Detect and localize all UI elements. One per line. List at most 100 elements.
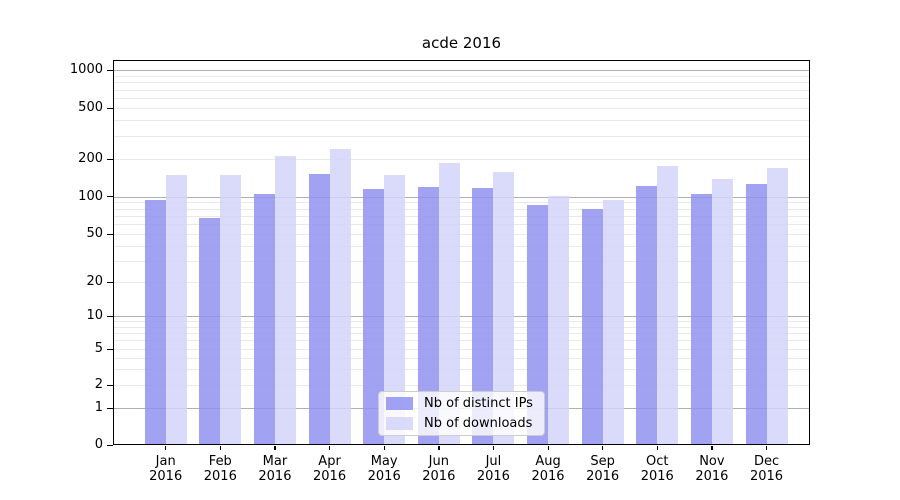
bar-downloads-jun <box>438 162 460 445</box>
bar-downloads-feb <box>220 174 242 445</box>
bar-distinct-ips-feb <box>199 218 221 445</box>
y-tick-mark-10 <box>107 315 113 317</box>
legend-swatch-distinct-ips <box>386 397 413 410</box>
bar-distinct-ips-nov <box>690 193 712 445</box>
bar-distinct-ips-jan <box>144 200 166 445</box>
legend-swatch-downloads <box>386 417 413 430</box>
x-tick-label-dec: Dec 2016 <box>749 454 784 484</box>
x-tick-label-apr: Apr 2016 <box>313 454 347 484</box>
bar-downloads-dec <box>766 168 788 445</box>
gridline-minor-30 <box>113 260 810 262</box>
gridline-minor-2 <box>113 385 810 386</box>
gridline-minor-6 <box>113 340 810 342</box>
bar-downloads-mar <box>274 155 296 445</box>
y-tick-mark-100 <box>107 196 113 198</box>
bar-distinct-ips-oct <box>636 185 658 445</box>
gridline-minor-300 <box>113 136 810 138</box>
x-tick-mark-aug <box>547 446 549 450</box>
x-tick-label-mar: Mar 2016 <box>258 454 292 484</box>
y-tick-mark-20 <box>107 281 113 283</box>
y-tick-mark-50 <box>107 233 113 235</box>
bar-distinct-ips-dec <box>745 183 767 445</box>
gridline-minor-50 <box>113 234 810 235</box>
bar-distinct-ips-jul <box>472 188 494 445</box>
y-tick-label-500: 500 <box>78 100 103 115</box>
y-tick-mark-2 <box>107 384 113 386</box>
y-tick-label-10: 10 <box>86 308 103 323</box>
bar-downloads-oct <box>657 166 679 445</box>
y-tick-label-1: 1 <box>94 400 103 415</box>
gridline-minor-700 <box>113 89 810 91</box>
bar-downloads-aug <box>548 195 570 445</box>
x-tick-label-jun: Jun 2016 <box>422 454 456 484</box>
legend-item-distinct-ips: Nb of distinct IPs <box>386 396 536 411</box>
gridline-minor-9 <box>113 321 810 323</box>
gridline-minor-20 <box>113 282 810 283</box>
x-tick-label-nov: Nov 2016 <box>695 454 729 484</box>
y-tick-label-0: 0 <box>94 437 103 452</box>
gridline-minor-40 <box>113 245 810 247</box>
chart-title: acde 2016 <box>421 34 502 52</box>
y-tick-label-5: 5 <box>94 341 103 356</box>
y-tick-mark-200 <box>107 158 113 160</box>
y-tick-label-200: 200 <box>78 151 103 166</box>
gridline-minor-5 <box>113 349 810 350</box>
gridline-major-1000 <box>113 70 810 71</box>
bar-distinct-ips-aug <box>527 205 549 445</box>
legend-label-downloads: Nb of downloads <box>424 416 533 431</box>
gridline-minor-500 <box>113 108 810 109</box>
bar-distinct-ips-mar <box>253 194 275 445</box>
gridline-minor-90 <box>113 202 810 204</box>
x-tick-mark-mar <box>274 446 276 450</box>
x-tick-mark-nov <box>711 446 713 450</box>
bar-downloads-jul <box>493 171 515 445</box>
gridline-minor-4 <box>113 357 810 359</box>
bar-distinct-ips-apr <box>308 173 330 445</box>
x-tick-mark-apr <box>329 446 331 450</box>
x-tick-mark-feb <box>219 446 222 450</box>
x-tick-label-aug: Aug 2016 <box>531 454 565 484</box>
legend: Nb of distinct IPs Nb of downloads <box>378 391 545 436</box>
y-tick-label-1000: 1000 <box>69 62 103 77</box>
bar-downloads-nov <box>711 179 733 445</box>
x-tick-mark-dec <box>766 446 768 450</box>
gridline-minor-200 <box>113 159 810 160</box>
x-tick-label-feb: Feb 2016 <box>203 454 237 484</box>
x-tick-mark-oct <box>656 446 659 450</box>
bar-downloads-may <box>384 175 406 445</box>
x-tick-label-jan: Jan 2016 <box>149 454 183 484</box>
y-tick-mark-1000 <box>107 69 113 71</box>
legend-item-downloads: Nb of downloads <box>386 416 536 431</box>
bar-downloads-apr <box>329 149 351 445</box>
y-tick-mark-5 <box>107 348 113 350</box>
x-tick-mark-jul <box>492 446 495 450</box>
y-tick-mark-500 <box>107 107 113 109</box>
bar-downloads-jan <box>165 174 187 445</box>
gridline-minor-60 <box>113 224 810 226</box>
x-tick-label-jul: Jul 2016 <box>476 454 510 484</box>
x-tick-mark-may <box>383 446 385 450</box>
plot-area: Nb of distinct IPs Nb of downloads <box>113 60 810 445</box>
bar-distinct-ips-jun <box>417 186 439 445</box>
x-tick-label-sep: Sep 2016 <box>586 454 620 484</box>
gridline-minor-8 <box>113 326 810 328</box>
y-tick-mark-1 <box>107 407 113 409</box>
gridline-minor-7 <box>113 332 810 334</box>
y-tick-label-100: 100 <box>78 188 103 204</box>
gridline-minor-80 <box>113 208 810 210</box>
gridline-minor-800 <box>113 82 810 84</box>
bar-downloads-sep <box>602 200 624 445</box>
x-tick-mark-sep <box>602 446 604 450</box>
bar-distinct-ips-sep <box>581 208 603 445</box>
gridline-minor-900 <box>113 75 810 77</box>
x-tick-mark-jun <box>438 446 440 450</box>
y-tick-label-20: 20 <box>86 274 103 289</box>
x-tick-mark-jan <box>165 446 167 450</box>
legend-label-distinct-ips: Nb of distinct IPs <box>424 396 533 411</box>
bar-distinct-ips-may <box>363 189 385 445</box>
gridline-minor-3 <box>113 369 810 371</box>
gridline-minor-600 <box>113 98 810 99</box>
gridline-minor-70 <box>113 215 810 217</box>
gridline-major-100 <box>113 196 810 198</box>
